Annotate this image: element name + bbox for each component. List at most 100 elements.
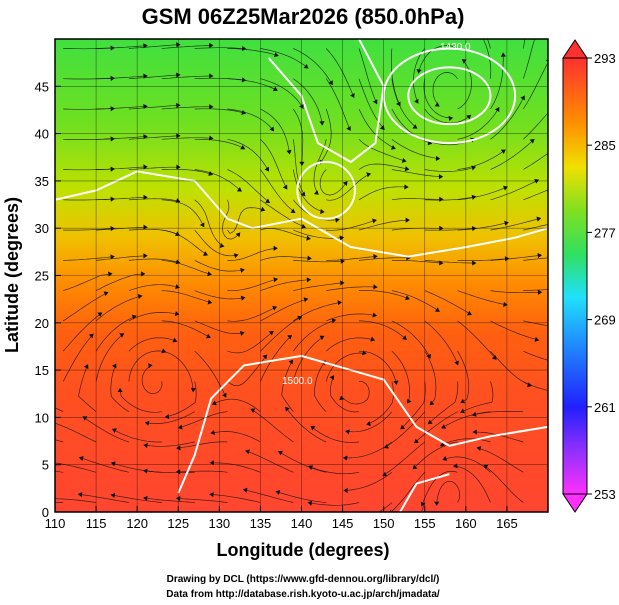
streamline: [246, 489, 294, 503]
streamline: [457, 151, 503, 170]
streamline-arrow: [504, 220, 509, 226]
streamline-arrow: [235, 232, 241, 238]
streamline-arrow: [245, 449, 250, 455]
streamline: [161, 137, 210, 140]
streamline: [522, 39, 536, 79]
streamline: [62, 336, 92, 382]
streamline: [293, 78, 323, 122]
streamline-arrow: [405, 295, 410, 301]
colorbar-bottom-arrow: [562, 493, 588, 513]
streamline-arrow: [240, 267, 245, 273]
streamline: [194, 199, 222, 245]
streamline: [194, 47, 243, 49]
wind-streamlines: [55, 39, 548, 512]
streamline: [319, 169, 346, 196]
streamline-arrow: [435, 155, 441, 162]
streamline: [161, 260, 209, 274]
x-axis-ticks: 110 115 120 125 130 135 140 145 150 155 160 165: [45, 506, 518, 531]
streamline: [424, 260, 473, 264]
streamline: [369, 381, 394, 424]
streamline: [424, 196, 473, 201]
streamline: [487, 39, 491, 49]
credit-data: Data from http://database.rish.kyoto-u.a…: [166, 589, 440, 600]
streamline: [227, 48, 276, 56]
streamline: [260, 337, 290, 382]
x-tick-label: 150: [373, 516, 395, 531]
streamline: [523, 61, 548, 110]
streamline-arrow: [303, 297, 309, 303]
streamline-arrow: [342, 455, 348, 461]
streamline: [213, 431, 261, 443]
y-axis-ticks: 0 5 10 15 20 25 30 35 40 45: [35, 79, 61, 520]
streamline-arrow: [209, 460, 214, 466]
streamline: [128, 337, 175, 352]
streamline-arrow: [277, 450, 283, 456]
streamline: [358, 163, 406, 170]
streamline: [293, 282, 341, 291]
streamline-arrow: [272, 86, 278, 92]
contour-line: [55, 170, 548, 258]
streamline-arrow: [268, 330, 274, 336]
streamline-arrow: [97, 312, 103, 317]
streamline: [260, 199, 303, 227]
streamline-arrow: [131, 314, 137, 320]
streamline-arrow: [286, 149, 292, 155]
contour-line: [399, 473, 450, 512]
streamline: [161, 229, 205, 254]
streamline-arrow: [77, 491, 83, 498]
streamline-arrow: [537, 252, 543, 259]
streamline-arrow: [366, 421, 371, 427]
streamline-arrow: [301, 223, 307, 229]
streamline: [260, 48, 306, 67]
streamline-arrow: [306, 277, 312, 283]
streamline-arrow: [144, 420, 150, 426]
streamline: [293, 229, 341, 239]
streamline: [523, 189, 548, 201]
streamline-arrow: [466, 310, 472, 316]
streamline: [168, 381, 197, 417]
streamline-arrow: [117, 387, 123, 393]
streamline: [311, 467, 360, 475]
streamline-arrow: [242, 487, 248, 493]
streamline-arrow: [143, 495, 148, 501]
streamline: [358, 290, 407, 299]
streamline-arrow: [78, 455, 84, 461]
streamline-arrow: [307, 255, 312, 261]
streamline-arrow: [413, 438, 419, 444]
streamline: [313, 428, 360, 443]
streamline: [194, 108, 243, 113]
streamline: [55, 498, 97, 503]
streamline-arrow: [110, 461, 116, 467]
streamline-arrow: [299, 161, 305, 167]
streamline: [385, 441, 426, 475]
streamline: [96, 226, 145, 231]
y-tick-label: 45: [35, 79, 49, 94]
streamline: [523, 350, 548, 361]
streamline-arrow: [466, 114, 472, 120]
streamline-arrow: [119, 333, 125, 338]
streamline-arrow: [335, 217, 340, 223]
streamline-arrow: [404, 184, 409, 190]
x-tick-label: 120: [126, 516, 148, 531]
streamline-arrow: [250, 408, 256, 414]
streamline: [490, 141, 532, 170]
streamline-arrow: [207, 271, 212, 277]
streamline: [96, 75, 145, 80]
streamline: [321, 108, 332, 162]
streamline-arrow: [310, 425, 316, 431]
streamline-arrow: [500, 52, 506, 57]
streamline-arrow: [400, 424, 406, 430]
y-axis-label: Latitude (degrees): [2, 197, 22, 353]
colorbar-top-arrow: [562, 39, 588, 59]
streamline: [325, 337, 372, 352]
streamline-arrow: [427, 419, 433, 425]
streamline: [146, 497, 195, 503]
streamline-arrow: [500, 149, 506, 154]
streamline: [523, 381, 548, 391]
streamline: [293, 302, 339, 322]
streamline-arrow: [534, 178, 540, 184]
streamline: [293, 320, 333, 352]
streamline: [85, 418, 130, 443]
streamline-arrow: [203, 251, 208, 256]
streamline-arrow: [241, 45, 247, 52]
